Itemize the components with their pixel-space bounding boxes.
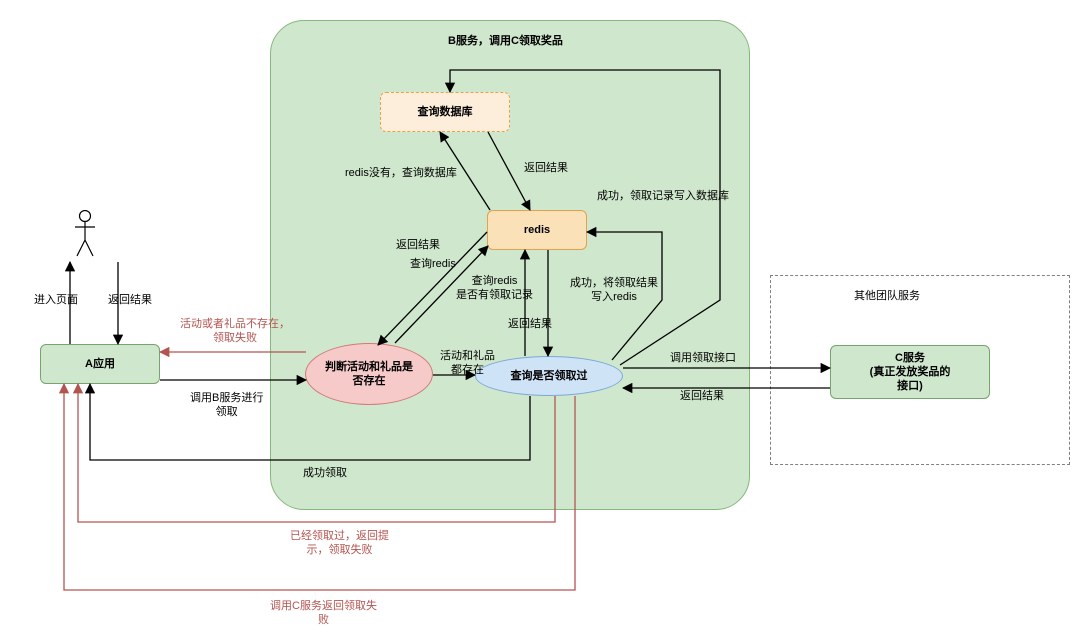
label-already-got: 已经领取过，返回提 示，领取失败 — [290, 530, 389, 558]
label-redis-has-rec: 查询redis 是否有领取记录 — [456, 275, 533, 303]
b-service-container — [270, 20, 750, 510]
label-return-result-2: 返回结果 — [396, 239, 440, 253]
node-a-app-label: A应用 — [85, 357, 115, 371]
node-decide-label: 判断活动和礼品是 否存在 — [325, 360, 413, 389]
node-redis-label: redis — [524, 223, 550, 237]
node-db: 查询数据库 — [380, 92, 510, 132]
label-not-exist: 活动或者礼品不存在， 领取失败 — [180, 318, 290, 346]
node-c-service-label: C服务 (真正发放奖品的 接口) — [870, 351, 951, 394]
label-success: 成功领取 — [303, 467, 347, 481]
node-check-received: 查询是否领取过 — [475, 356, 623, 396]
label-write-db: 成功，领取记录写入数据库 — [597, 190, 729, 204]
diagram-stage: B服务，调用C领取奖品 其他团队服务 A应用 判断活动和礼品是 否存在 查询是否… — [0, 0, 1080, 638]
b-service-title: B服务，调用C领取奖品 — [448, 32, 563, 48]
label-call-claim: 调用领取接口 — [670, 352, 736, 366]
node-c-service: C服务 (真正发放奖品的 接口) — [830, 345, 990, 399]
node-db-label: 查询数据库 — [418, 105, 473, 119]
label-act-exist: 活动和礼品 都存在 — [440, 350, 495, 378]
other-team-title: 其他团队服务 — [854, 290, 920, 304]
node-decide: 判断活动和礼品是 否存在 — [305, 343, 433, 405]
label-enter-page: 进入页面 — [34, 294, 78, 308]
label-return-result-3: 返回结果 — [524, 162, 568, 176]
label-return-result-5: 返回结果 — [680, 390, 724, 404]
node-a-app: A应用 — [40, 344, 160, 384]
label-query-redis: 查询redis — [410, 258, 456, 272]
label-c-fail: 调用C服务返回领取失 败 — [270, 600, 377, 628]
label-return-result-4: 返回结果 — [508, 318, 552, 332]
node-redis: redis — [487, 210, 587, 250]
label-redis-none: redis没有，查询数据库 — [345, 167, 457, 181]
actor-icon — [75, 210, 95, 258]
node-check-received-label: 查询是否领取过 — [511, 369, 588, 383]
label-return-result-1: 返回结果 — [108, 294, 152, 308]
label-call-b: 调用B服务进行 领取 — [190, 392, 263, 420]
label-write-redis: 成功，将领取结果 写入redis — [570, 277, 658, 305]
